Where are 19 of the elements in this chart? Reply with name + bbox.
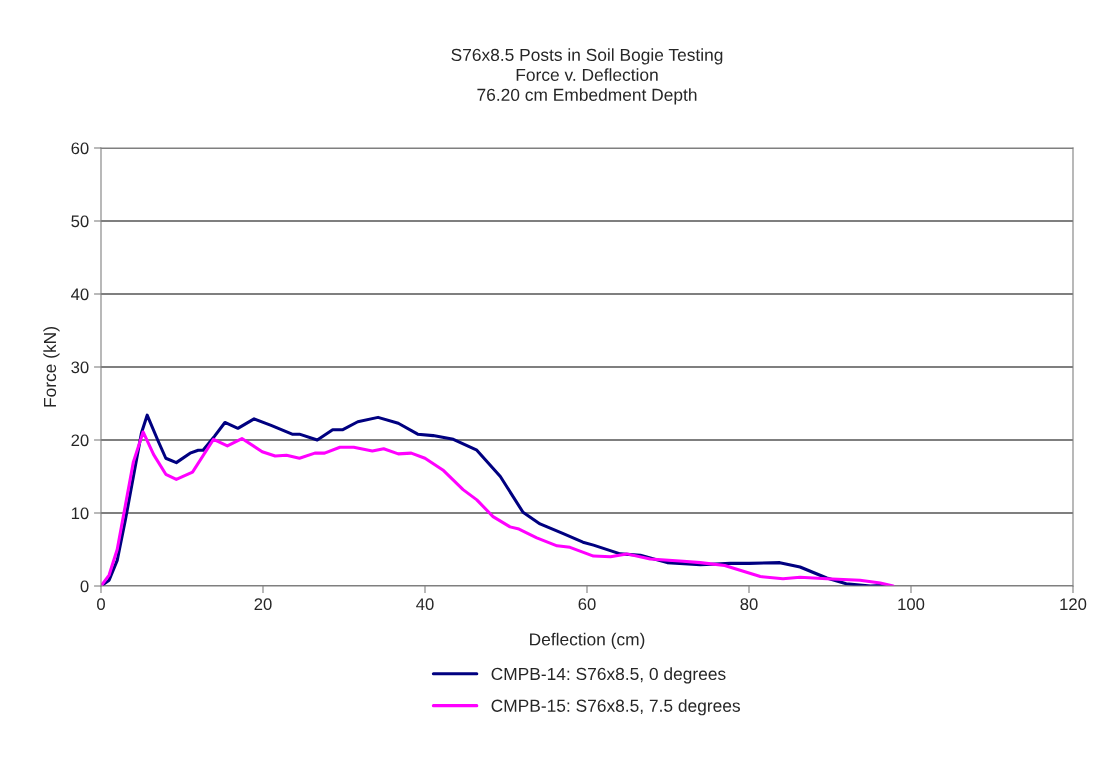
y-tick-label: 40 — [71, 288, 89, 301]
y-tick-label: 50 — [71, 215, 89, 228]
y-tick-label: 60 — [71, 142, 89, 155]
x-tick-label: 120 — [1060, 598, 1087, 611]
x-axis-title: Deflection (cm) — [530, 632, 645, 649]
legend-label: CMPB-15: S76x8.5, 7.5 degrees — [491, 699, 740, 716]
x-tick-label: 60 — [578, 598, 596, 611]
x-tick-label: 80 — [740, 598, 758, 611]
y-tick-label: 10 — [71, 507, 89, 520]
x-tick-label: 20 — [254, 598, 272, 611]
y-tick-label: 30 — [71, 361, 89, 374]
legend-label: CMPB-14: S76x8.5, 0 degrees — [491, 667, 726, 684]
x-tick-label: 100 — [898, 598, 925, 611]
x-tick-label: 40 — [416, 598, 434, 611]
y-tick-label: 20 — [71, 434, 89, 447]
x-tick-label: 0 — [97, 598, 105, 611]
chart-title: S76x8.5 Posts in Soil Bogie Testing Force v. Deflection 76.20 cm Embedment Depth — [451, 48, 723, 105]
y-tick-label: 0 — [80, 580, 89, 593]
y-axis-title: Force (kN) — [43, 327, 60, 407]
